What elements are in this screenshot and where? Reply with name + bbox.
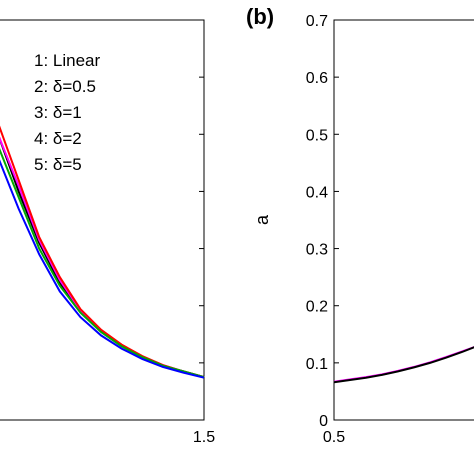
panel-b-y-tick-label: 0.6	[306, 70, 328, 87]
panel-b-series	[333, 346, 474, 384]
panel-b-x-tick-label: 0.5	[323, 429, 345, 446]
panel-a-legend-entry-4: 4: δ=2	[34, 129, 82, 148]
panel-b-y-tick-label: 0.3	[306, 242, 328, 259]
panel-a-x-tick-label: 1.5	[193, 429, 215, 446]
panel-b-tag: (b)	[246, 4, 274, 29]
panel-b-y-tick-label: 0.7	[306, 13, 328, 30]
panel-a-legend-entry-2: 2: δ=0.5	[34, 77, 96, 96]
panel-a-legend-entry-3: 3: δ=1	[34, 103, 82, 122]
panel-a-legend: 1: Linear 2: δ=0.5 3: δ=1 4: δ=2 5: δ=5	[34, 51, 100, 174]
panel-b-y-tick-label: 0.2	[306, 299, 328, 316]
panel-b-y-tick-label: 0.4	[306, 184, 328, 201]
panel-a-legend-entry-1: 1: Linear	[34, 51, 100, 70]
panel-b: (b) a 0 0.1 0.2 0.3 0.4 0.5 0.6 0.7 0.5	[246, 4, 474, 446]
panel-b-series-line-2	[333, 346, 474, 384]
panel-b-frame	[333, 19, 474, 421]
panel-a-series-line-1	[0, 136, 205, 379]
panel-a-frame	[0, 19, 205, 421]
panel-a-series-line-5	[0, 159, 205, 379]
panel-a: 1.5 1: Linear 2: δ=0.5 3: δ=1 4: δ=2 5: δ=5	[0, 19, 215, 446]
panel-b-y-ticks: 0 0.1 0.2 0.3 0.4 0.5 0.6 0.7	[306, 13, 339, 430]
panel-b-y-axis-label: a	[252, 214, 272, 225]
panel-b-x-ticks: 0.5	[323, 429, 345, 446]
panel-a-x-ticks: 1.5	[193, 76, 215, 446]
panel-b-y-tick-label: 0	[319, 413, 328, 430]
panel-a-legend-entry-5: 5: δ=5	[34, 155, 82, 174]
panel-a-series	[0, 125, 205, 379]
panel-b-y-tick-label: 0.5	[306, 127, 328, 144]
panel-a-series-line-3	[0, 125, 205, 379]
panel-b-y-tick-label: 0.1	[306, 356, 328, 373]
panel-a-series-line-4	[0, 148, 205, 379]
panel-b-series-line-1	[333, 346, 474, 383]
panel-a-series-line-2	[0, 136, 205, 379]
